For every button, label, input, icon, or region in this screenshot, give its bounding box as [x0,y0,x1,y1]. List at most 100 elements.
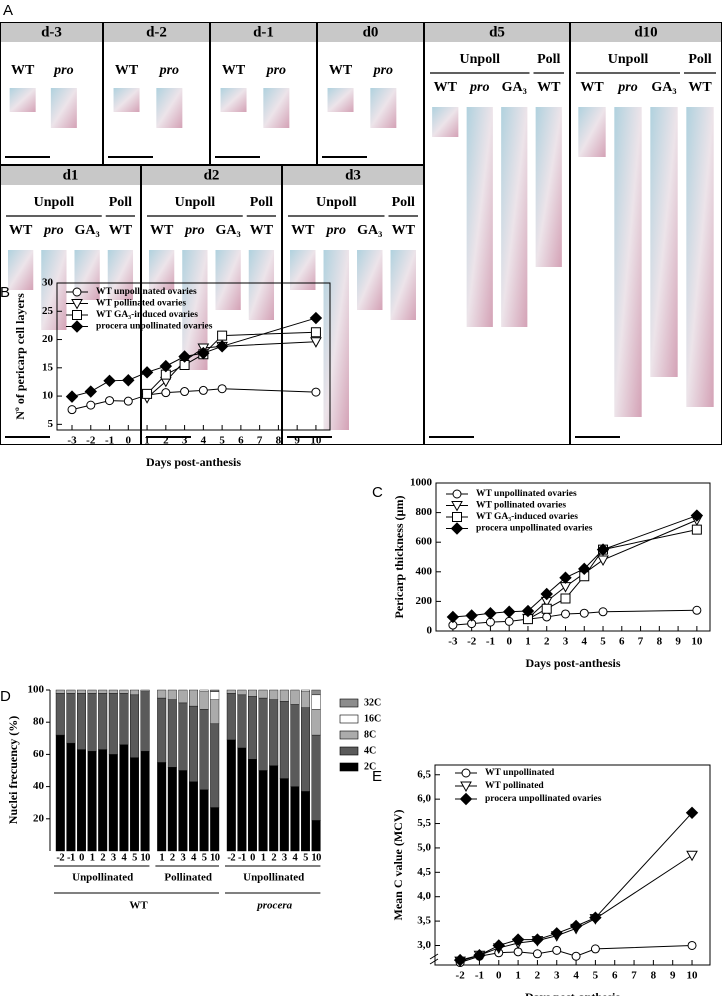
bar-segment [129,694,139,758]
plot-frame [56,282,331,431]
marker [559,582,572,593]
marker [460,781,472,793]
bar-segment [210,689,220,692]
x-tick-label: 5 [202,852,207,863]
marker [310,327,321,338]
column-label: WT [392,223,416,238]
x-tick-label: 9 [670,970,676,982]
day-label: d-3 [41,24,62,40]
column-label: pro [373,63,393,78]
day-label: d10 [634,24,657,40]
genotype-label: WT [129,900,148,912]
group-label: Poll [537,52,560,67]
bar-segment [119,693,129,745]
x-tick-label: 4 [201,435,207,447]
x-tick-label: -1 [238,852,246,863]
x-axis-label: Days post-anthesis [525,990,620,996]
x-tick-label: 0 [250,852,255,863]
marker [465,609,478,622]
bar-segment [258,697,268,771]
column-label: WT [115,63,139,78]
marker [692,605,702,615]
bar-segment [311,689,321,696]
series-line [527,529,697,620]
box-header [104,23,209,42]
marker [473,949,486,962]
y-tick-label: 6,5 [417,768,431,780]
tissue-image [7,250,34,290]
tissue-image [263,88,290,128]
x-tick-label: 2 [271,852,276,863]
marker [72,310,82,320]
marker [578,562,591,576]
bar-segment [290,704,300,787]
marker [452,489,462,499]
bar-segment [247,696,257,760]
y-tick-label: 5,0 [417,841,431,853]
marker [532,949,542,959]
genotype-label: procera [256,900,292,912]
column-label: pro [184,223,204,238]
bar-segment [279,778,289,852]
marker [452,512,462,522]
column-label: pro [617,80,637,95]
group-label: Unpoll [316,195,357,210]
x-tick-label: 1 [515,970,521,982]
y-tick-label: 6,0 [417,793,431,805]
marker [72,287,82,297]
x-tick-label: -2 [86,435,96,447]
marker [560,593,571,604]
tissue-image [357,250,383,310]
x-tick-label: 3 [182,435,188,447]
marker [571,951,581,961]
marker [552,945,562,955]
marker [550,927,563,940]
day-label: d2 [204,167,220,183]
x-tick-label: 9 [294,435,300,447]
bar-segment [279,689,289,702]
x-tick-label: -1 [486,636,495,648]
bar-segment [87,689,97,694]
marker [122,374,135,387]
y-tick-label: 60 [33,748,45,760]
x-tick-label: -3 [67,435,77,447]
bar-segment [226,693,236,741]
box-header [425,23,569,42]
y-tick-label: 100 [28,684,45,696]
y-tick-label: 40 [33,780,45,792]
column-label: pro [266,63,286,78]
x-tick-label: 10 [311,852,321,863]
x-tick-label: 3 [181,852,186,863]
day-label: d1 [63,167,79,183]
y-tick-label: 20 [42,333,54,345]
bar-segment [157,697,167,763]
marker [540,587,553,601]
column-label: WT [11,63,35,78]
x-axis-label: Days post-anthesis [146,455,241,469]
legend-label: WT unpollinated ovaries [96,287,197,297]
x-tick-label: 7 [631,970,637,982]
bar-segment [269,765,279,852]
marker [685,806,699,820]
tissue-image [220,88,247,112]
marker [597,555,609,566]
bar-segment [66,693,76,744]
marker [311,387,321,397]
panel-label: D [0,688,11,705]
legend-label: 8C [364,729,376,740]
marker [511,933,525,946]
bar-segment [55,689,65,694]
marker [596,543,610,556]
x-tick-label: 10 [687,970,699,982]
y-axis-label: Mean C value (MCV) [391,810,405,921]
y-tick-label: 200 [416,595,433,607]
y-tick-label: 30 [42,277,54,289]
day-label: d5 [489,24,505,40]
bar-segment [226,689,236,694]
y-axis-label: Nuclei frecuency (%) [6,716,20,824]
y-tick-label: 400 [416,565,433,577]
x-tick-label: -2 [227,852,235,863]
marker [197,346,210,360]
y-tick-label: 4,0 [417,890,431,902]
bar-segment [87,750,97,852]
